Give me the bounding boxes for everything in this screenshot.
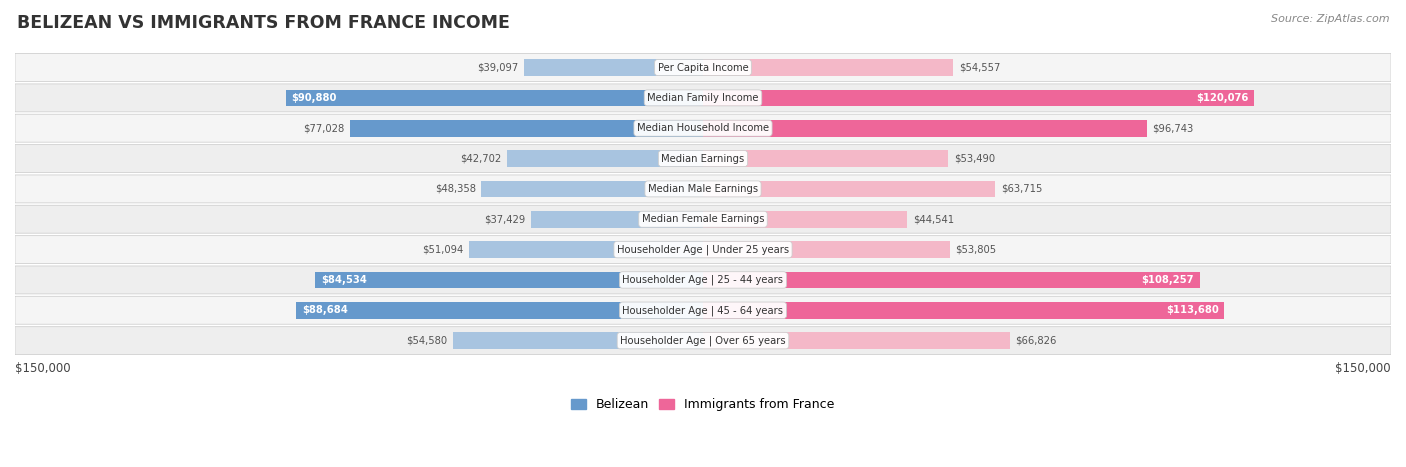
- Text: $108,257: $108,257: [1142, 275, 1194, 285]
- Bar: [350, 120, 703, 136]
- FancyBboxPatch shape: [15, 205, 1391, 233]
- Text: $44,541: $44,541: [912, 214, 953, 224]
- Bar: [703, 90, 1254, 106]
- Text: $90,880: $90,880: [291, 93, 337, 103]
- Bar: [703, 333, 1010, 349]
- Text: Median Male Earnings: Median Male Earnings: [648, 184, 758, 194]
- FancyBboxPatch shape: [15, 54, 1391, 81]
- Bar: [287, 90, 703, 106]
- Text: $54,557: $54,557: [959, 63, 1000, 72]
- Text: Householder Age | Under 25 years: Householder Age | Under 25 years: [617, 244, 789, 255]
- Bar: [703, 302, 1225, 318]
- Bar: [481, 181, 703, 197]
- Legend: Belizean, Immigrants from France: Belizean, Immigrants from France: [567, 393, 839, 416]
- Bar: [703, 241, 950, 258]
- Text: $113,680: $113,680: [1166, 305, 1219, 315]
- Text: Source: ZipAtlas.com: Source: ZipAtlas.com: [1271, 14, 1389, 24]
- Text: $120,076: $120,076: [1197, 93, 1249, 103]
- Text: Median Female Earnings: Median Female Earnings: [641, 214, 765, 224]
- Text: $51,094: $51,094: [422, 245, 463, 255]
- Text: Householder Age | 25 - 44 years: Householder Age | 25 - 44 years: [623, 275, 783, 285]
- Text: $42,702: $42,702: [460, 154, 502, 163]
- Text: $150,000: $150,000: [15, 362, 70, 375]
- Text: $53,490: $53,490: [953, 154, 995, 163]
- FancyBboxPatch shape: [15, 145, 1391, 172]
- Text: BELIZEAN VS IMMIGRANTS FROM FRANCE INCOME: BELIZEAN VS IMMIGRANTS FROM FRANCE INCOM…: [17, 14, 510, 32]
- Bar: [703, 181, 995, 197]
- Text: Per Capita Income: Per Capita Income: [658, 63, 748, 72]
- Bar: [523, 59, 703, 76]
- Bar: [297, 302, 703, 318]
- Text: Median Family Income: Median Family Income: [647, 93, 759, 103]
- Text: $48,358: $48,358: [434, 184, 475, 194]
- Bar: [703, 211, 907, 227]
- Text: $150,000: $150,000: [1336, 362, 1391, 375]
- Bar: [703, 272, 1199, 288]
- Text: $54,580: $54,580: [406, 336, 447, 346]
- Bar: [703, 59, 953, 76]
- Bar: [703, 150, 948, 167]
- Text: Householder Age | 45 - 64 years: Householder Age | 45 - 64 years: [623, 305, 783, 316]
- FancyBboxPatch shape: [15, 84, 1391, 112]
- FancyBboxPatch shape: [15, 175, 1391, 203]
- Bar: [315, 272, 703, 288]
- FancyBboxPatch shape: [15, 114, 1391, 142]
- Text: $63,715: $63,715: [1001, 184, 1042, 194]
- Text: $39,097: $39,097: [477, 63, 519, 72]
- FancyBboxPatch shape: [15, 326, 1391, 354]
- Text: $37,429: $37,429: [485, 214, 526, 224]
- Bar: [703, 120, 1147, 136]
- FancyBboxPatch shape: [15, 266, 1391, 294]
- Bar: [468, 241, 703, 258]
- Text: $88,684: $88,684: [302, 305, 347, 315]
- Text: $84,534: $84,534: [321, 275, 367, 285]
- Bar: [531, 211, 703, 227]
- Text: $53,805: $53,805: [955, 245, 997, 255]
- FancyBboxPatch shape: [15, 297, 1391, 324]
- Text: Householder Age | Over 65 years: Householder Age | Over 65 years: [620, 335, 786, 346]
- FancyBboxPatch shape: [15, 236, 1391, 263]
- Bar: [508, 150, 703, 167]
- Bar: [453, 333, 703, 349]
- Text: $96,743: $96,743: [1153, 123, 1194, 133]
- Text: $66,826: $66,826: [1015, 336, 1056, 346]
- Text: $77,028: $77,028: [302, 123, 344, 133]
- Text: Median Household Income: Median Household Income: [637, 123, 769, 133]
- Text: Median Earnings: Median Earnings: [661, 154, 745, 163]
